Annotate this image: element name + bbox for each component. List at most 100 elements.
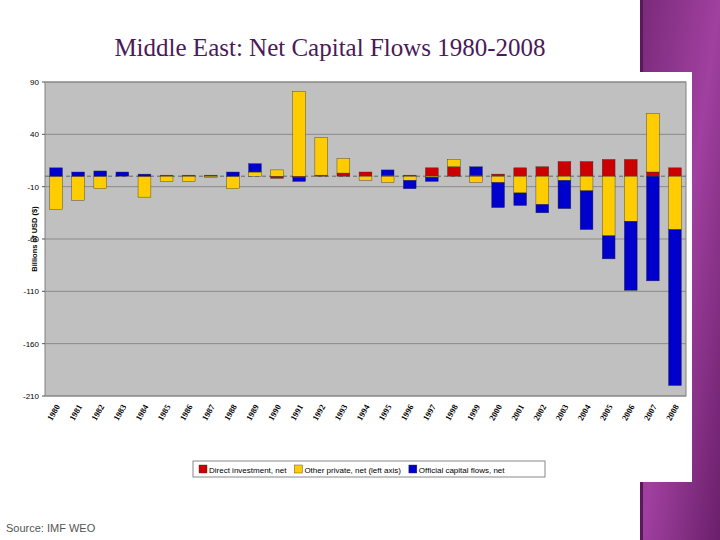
bar-segment [337, 158, 350, 173]
tick-mark [42, 186, 45, 187]
bar-segment [580, 176, 593, 191]
bar-segment [580, 191, 593, 230]
bar-segment [492, 174, 505, 176]
bar-segment [669, 176, 682, 229]
bar-segment [204, 175, 217, 176]
bar-segment [249, 172, 262, 176]
bar-segment [359, 176, 372, 180]
bar-segment [293, 91, 306, 176]
bar-segment [381, 170, 394, 175]
legend-swatch [294, 465, 302, 473]
category-label: 1984 [133, 402, 151, 422]
tick-mark [42, 291, 45, 292]
bar-segment [646, 113, 659, 172]
grid-line [45, 396, 686, 397]
tick-mark [42, 396, 45, 397]
bar-segment [425, 177, 438, 181]
category-label: 1994 [354, 402, 372, 422]
bar-segment [359, 172, 372, 176]
category-label: 1990 [266, 403, 283, 423]
bar-segment [72, 172, 85, 176]
category-label: 1986 [177, 403, 194, 423]
category-label: 1985 [155, 403, 172, 423]
tick-label: -210 [23, 392, 40, 401]
bar-segment [514, 168, 527, 176]
bar-segment [204, 176, 217, 177]
category-label: 2001 [509, 403, 526, 423]
legend-label: Direct investment, net [209, 466, 287, 475]
category-label: 2008 [664, 403, 681, 423]
bar-segment [602, 176, 615, 236]
category-label: 1981 [67, 403, 84, 423]
bar-segment [72, 176, 85, 200]
category-label: 1995 [376, 403, 393, 423]
bar-segment [182, 176, 195, 181]
source-note: Source: IMF WEO [6, 522, 96, 534]
title: Middle East: Net Capital Flows 1980-2008 [114, 34, 545, 61]
tick-label: 90 [30, 78, 39, 87]
bar-segment [470, 167, 483, 175]
bar-segment [226, 176, 239, 189]
legend-label: Other private, net (left axis) [304, 466, 401, 475]
legend-label: Official capital flows, net [419, 466, 505, 475]
bar-segment [182, 175, 195, 176]
bar-segment [580, 162, 593, 177]
bar-segment [315, 137, 328, 138]
tick-label: 40 [30, 130, 39, 139]
category-label: 1987 [200, 402, 218, 422]
plot-area [45, 82, 686, 396]
bar-segment [249, 164, 262, 172]
bar-segment [381, 176, 394, 182]
category-label: 1989 [244, 403, 261, 423]
category-label: 1998 [443, 403, 460, 423]
bar-segment [514, 193, 527, 206]
bar-segment [602, 159, 615, 176]
bar-segment [624, 176, 637, 221]
bar-segment [138, 176, 151, 197]
bar-segment [602, 236, 615, 259]
bar-segment [94, 171, 107, 176]
tick-mark [42, 134, 45, 135]
bar-segment [536, 167, 549, 176]
bar-segment [492, 176, 505, 182]
bar-segment [558, 162, 571, 177]
bar-segment [646, 176, 659, 281]
bar-segment [669, 230, 682, 386]
bar-segment [226, 172, 239, 176]
bar-segment [271, 176, 284, 178]
axis-label: Billions of USD ($) [30, 206, 39, 272]
category-label: 2006 [620, 403, 637, 423]
bar-segment [624, 221, 637, 290]
bar-segment [536, 176, 549, 204]
category-label: 1997 [421, 402, 439, 422]
grid-line [45, 239, 686, 240]
tick-mark [42, 82, 45, 83]
grid-line [45, 343, 686, 344]
bar-segment [337, 158, 350, 159]
grid-line [45, 82, 686, 83]
chart-background [28, 72, 692, 482]
bar-segment [558, 180, 571, 208]
bar-segment [359, 172, 372, 173]
category-label: 2003 [553, 403, 570, 423]
category-label: 1988 [222, 403, 239, 423]
bar-segment [50, 176, 63, 209]
bar-segment [160, 176, 173, 181]
bar-segment [492, 182, 505, 207]
bar-segment [403, 180, 416, 188]
bar-segment [448, 167, 461, 176]
grid-line [45, 134, 686, 135]
bar-segment [315, 137, 328, 175]
bar-segment [293, 177, 306, 181]
tick-mark [42, 343, 45, 344]
bar-segment [116, 172, 129, 176]
bar-segment [646, 172, 659, 176]
bar-segment [558, 176, 571, 180]
category-label: 2007 [642, 402, 660, 422]
bar-segment [138, 174, 151, 176]
bar-segment [271, 170, 284, 176]
bar-segment [536, 204, 549, 212]
bar-segment [403, 176, 416, 180]
category-label: 2002 [531, 403, 548, 423]
legend-box [193, 461, 545, 477]
